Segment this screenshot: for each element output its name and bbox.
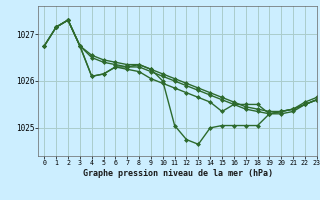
- X-axis label: Graphe pression niveau de la mer (hPa): Graphe pression niveau de la mer (hPa): [83, 169, 273, 178]
